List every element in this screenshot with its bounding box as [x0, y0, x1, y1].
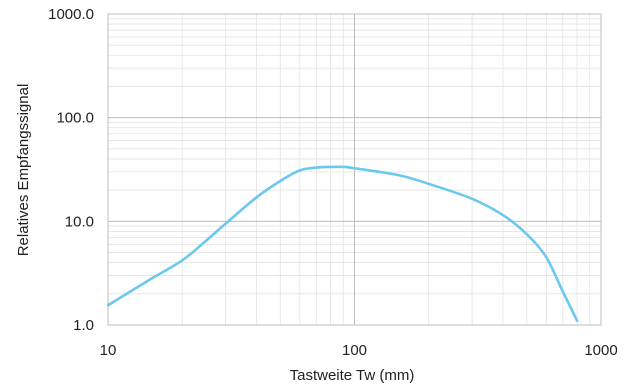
x-tick-label: 10	[100, 342, 117, 359]
y-tick-label: 1000.0	[48, 6, 94, 23]
y-axis-title: Relatives Empfangssignal	[15, 84, 32, 257]
y-tick-label: 100.0	[56, 110, 94, 127]
x-axis-title: Tastweite Tw (mm)	[290, 367, 415, 384]
series-layer	[106, 165, 579, 323]
plot-frame	[107, 13, 602, 326]
tick-labels: 10 100 1000 1.0 10.0 100.0 1000.0	[48, 6, 618, 359]
x-tick-label: 1000	[584, 342, 617, 359]
axes	[107, 13, 602, 326]
series-line	[106, 165, 579, 323]
x-tick-label: 100	[342, 342, 367, 359]
y-tick-label: 1.0	[73, 317, 94, 334]
y-tick-label: 10.0	[65, 213, 94, 230]
